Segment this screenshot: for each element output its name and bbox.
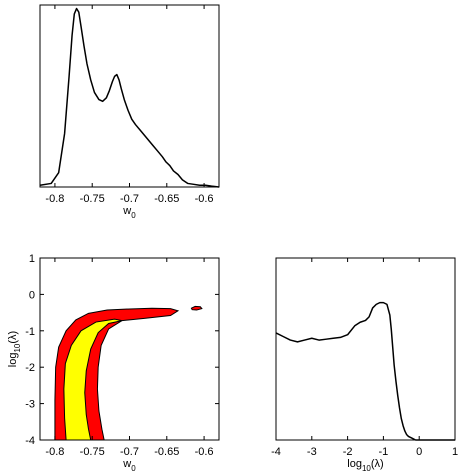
x-axis-label-subscript: 0 [131, 211, 136, 220]
x-axis-label: w0 [122, 458, 136, 473]
y-axis-label-main: log [7, 353, 19, 368]
x-tick-label: -0.8 [45, 446, 64, 458]
contour-region-inner [63, 318, 123, 441]
x-tick-label: -0.7 [120, 446, 139, 458]
x-tick-label: -0.65 [154, 446, 179, 458]
y-axis-label: log10(λ) [7, 331, 22, 367]
y-tick-label: 0 [29, 289, 35, 301]
x-axis-label-subscript: 10 [362, 464, 371, 473]
plot-frame [275, 257, 456, 441]
x-tick-label: -0.75 [80, 193, 105, 205]
x-tick-label: -2 [343, 446, 353, 458]
x-tick-label: -3 [307, 446, 317, 458]
y-tick-label: -2 [25, 362, 35, 374]
x-axis-label-subscript: 0 [131, 464, 136, 473]
contour-region-outer-island [190, 305, 203, 311]
x-tick-label: -0.6 [195, 193, 214, 205]
y-tick-label: -4 [25, 435, 35, 447]
x-tick-label: -4 [271, 446, 281, 458]
plot-frame [39, 257, 220, 441]
x-axis-label-main: w [122, 458, 131, 470]
x-axis-label: w0 [122, 205, 136, 220]
x-axis-label-main: log [347, 458, 362, 470]
x-tick-label: 0 [416, 446, 422, 458]
x-tick-label: -0.75 [80, 446, 105, 458]
joint-w0-loglambda-panel: -0.8 -0.75 -0.7 -0.65 -0.610-1-2-3-4w0log10(… [7, 253, 220, 473]
x-tick-label: -0.7 [120, 193, 139, 205]
y-axis-label-subscript: 10 [13, 343, 22, 352]
x-tick-label: -0.65 [154, 193, 179, 205]
y-tick-label: -1 [25, 326, 35, 338]
x-tick-label: -1 [379, 446, 389, 458]
y-axis-label-suffix: (λ) [7, 331, 19, 344]
plot-frame [39, 4, 220, 188]
x-tick-label: -0.8 [45, 193, 64, 205]
density-curve [275, 301, 455, 441]
x-axis-label-main: w [122, 205, 131, 217]
x-axis-label-suffix: (λ) [371, 458, 384, 470]
x-tick-label: -0.6 [195, 446, 214, 458]
x-tick-label: 1 [452, 446, 458, 458]
marginal-loglambda-panel: -4 -3 -2 -1 0 1 log10(λ) [271, 257, 458, 473]
y-tick-label: -3 [25, 399, 35, 411]
x-axis-label: log10(λ) [347, 458, 383, 473]
y-tick-label: 1 [29, 253, 35, 265]
marginal-w0-panel: -0.8 -0.75 -0.7 -0.65 -0.6 w0 [39, 4, 220, 220]
density-curve [39, 7, 220, 188]
